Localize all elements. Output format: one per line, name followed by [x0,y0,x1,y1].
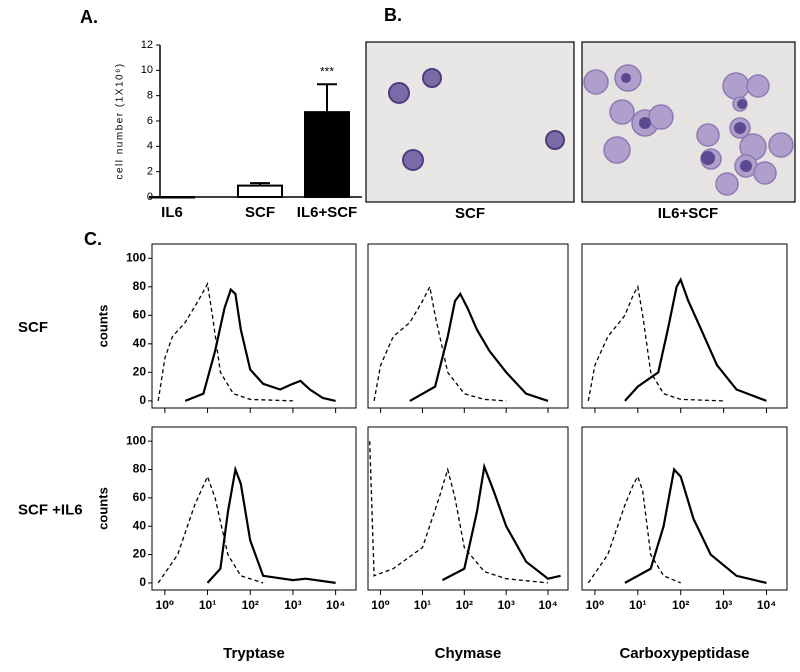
x-tick-label: SCF [245,204,275,221]
panel-label: C. [84,229,102,249]
stain-histogram [206,465,336,584]
control-histogram [587,284,724,402]
y-tick-label: 4 [147,140,153,152]
plot-frame [151,426,357,591]
stain-histogram [441,462,561,582]
y-tick-label: 12 [141,39,153,51]
bar [304,111,350,198]
error-bar [317,83,337,113]
x-tick-label: 10³ [715,598,732,612]
plot-frame [367,243,569,409]
plot-frame [151,243,357,409]
y-tick-label: 100 [126,433,146,447]
micrograph-label: IL6+SCF [658,205,718,222]
y-axis-label: counts [95,305,110,348]
x-tick-label: 10⁴ [538,598,557,612]
x-tick-label: 10¹ [629,598,646,612]
column-label: Chymase [435,645,502,662]
control-histogram [369,441,549,584]
plot-frame [581,243,788,409]
plot-frame [367,426,569,591]
y-tick-label: 40 [133,336,147,350]
plot-frame [581,426,788,591]
x-tick-label: IL6 [161,204,183,221]
stain-histogram [624,277,767,402]
x-tick-label: 10¹ [414,598,431,612]
x-tick-label: 10⁴ [757,598,776,612]
cells [388,68,565,171]
y-tick-label: 2 [147,166,153,178]
column-label: Tryptase [223,645,285,662]
panel-label: A. [80,7,98,27]
x-tick-label: 10¹ [199,598,216,612]
x-tick-label: 10² [672,598,689,612]
y-tick-label: 8 [147,90,153,102]
stain-histogram [184,287,336,402]
y-tick-label: 6 [147,115,153,127]
y-axis-label: cell number (1X10⁶) [115,62,126,179]
column-label: Carboxypeptidase [619,645,749,662]
x-tick-label: 10² [456,598,473,612]
error-bar [250,182,270,186]
y-tick-label: 80 [133,462,147,476]
y-tick-label: 80 [133,279,147,293]
row-label: SCF +IL6 [18,501,83,518]
y-tick-label: 0 [139,393,146,407]
control-histogram [587,475,681,584]
panel-label: B. [384,5,402,25]
x-tick-label: 10³ [284,598,301,612]
y-tick-label: 60 [133,307,147,321]
x-tick-label: 10⁰ [586,598,605,612]
y-tick-label: 10 [141,64,153,76]
y-tick-label: 20 [133,547,147,561]
significance: *** [320,64,334,78]
control-histogram [157,281,293,402]
y-tick-label: 60 [133,490,147,504]
y-tick-label: 20 [133,365,147,379]
x-tick-label: 10⁰ [371,598,390,612]
x-tick-label: 10³ [497,598,514,612]
x-tick-label: 10⁴ [326,598,345,612]
cells [583,64,794,196]
x-tick-label: 10² [242,598,259,612]
y-tick-label: 0 [139,575,146,589]
y-axis-label: counts [95,487,110,530]
control-histogram [157,474,264,584]
micrograph [581,41,796,203]
y-tick-label: 100 [126,250,146,264]
micrograph [365,41,575,203]
row-label: SCF [18,319,48,336]
x-tick-label: 10⁰ [156,598,175,612]
x-tick-label: IL6+SCF [297,204,357,221]
stain-histogram [409,291,549,402]
nuclei [621,73,752,172]
bar [237,184,283,199]
micrograph-label: SCF [455,205,485,222]
control-histogram [373,284,507,402]
stain-histogram [624,467,767,584]
micrograph-frame [365,41,575,203]
y-tick-label: 40 [133,518,147,532]
